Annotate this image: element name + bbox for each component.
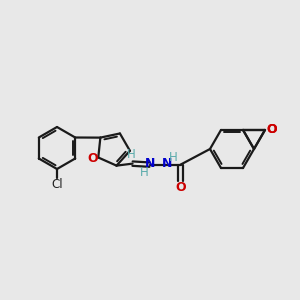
Text: N: N xyxy=(162,157,173,170)
Text: H: H xyxy=(169,151,178,164)
Text: H: H xyxy=(140,166,149,179)
Text: O: O xyxy=(175,181,186,194)
Text: O: O xyxy=(87,152,98,165)
Text: H: H xyxy=(127,148,136,161)
Text: O: O xyxy=(267,123,277,136)
Text: Cl: Cl xyxy=(51,178,63,191)
Text: N: N xyxy=(145,157,156,170)
Text: O: O xyxy=(267,123,277,136)
